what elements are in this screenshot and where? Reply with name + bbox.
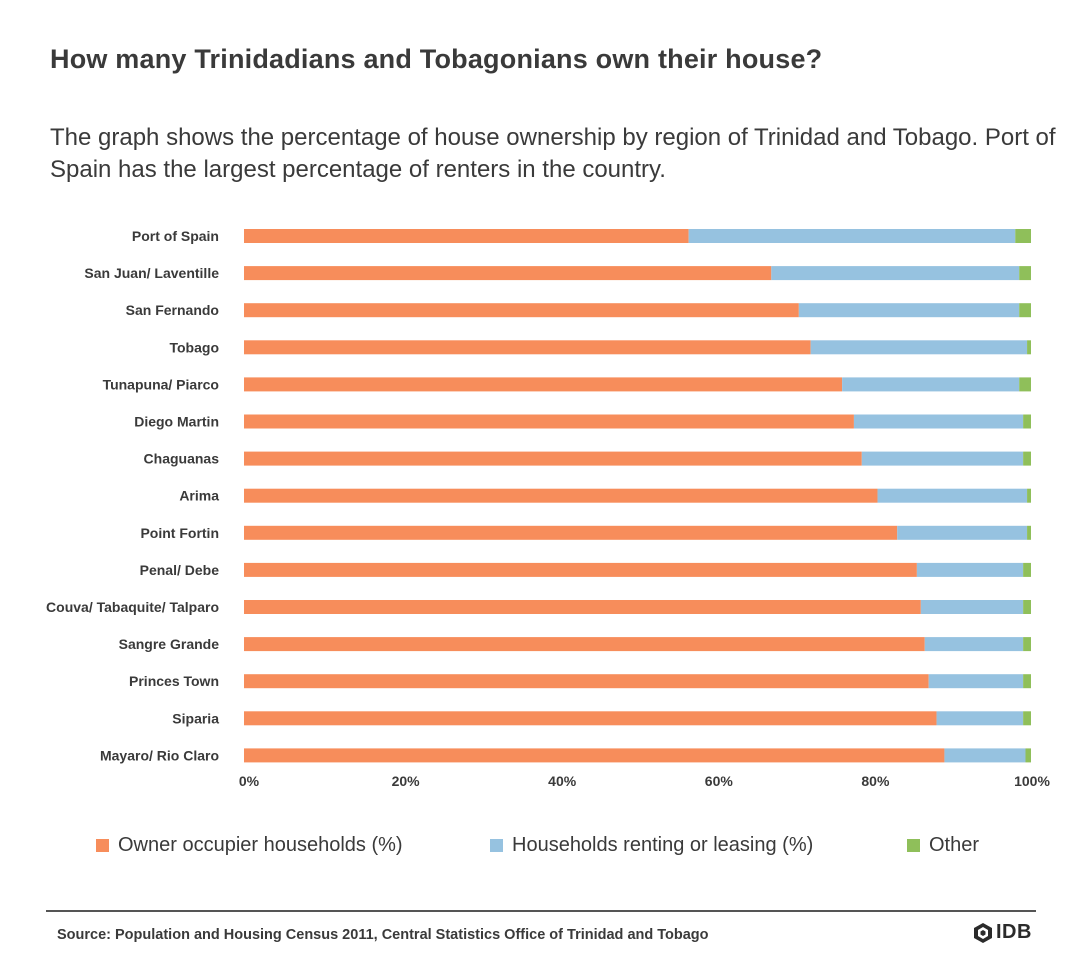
x-tick-label: 20% [392,773,421,789]
bar-owner [244,414,854,429]
bar-other [1023,711,1031,726]
category-label: Couva/ Tabaquite/ Talparo [46,599,219,615]
legend: Owner occupier households (%) Households… [0,834,1080,860]
idb-logo: IDB [973,921,1032,944]
bar-owner [244,674,929,689]
idb-logo-icon [974,922,992,943]
category-label: Port of Spain [132,228,219,244]
x-tick-labels: 0% 20% 40% 60% 80% 100% [239,773,1051,789]
idb-logo-text: IDB [996,921,1032,943]
bar-other [1015,229,1031,243]
bar-renting [810,340,1028,355]
stacked-bar-chart: Port of Spain San Juan/ Laventille San Fer… [46,228,1051,789]
bar-renting [771,266,1020,281]
bar-owner [244,637,925,652]
bar-owner [244,525,898,540]
bar-owner [244,711,937,726]
legend-item-renting: Households renting or leasing (%) [490,834,813,857]
bar-owner [244,340,811,355]
x-tick-label: 80% [861,773,890,789]
bar-renting [916,562,1024,577]
category-label: Siparia [172,710,219,726]
bar-renting [798,303,1020,318]
bar-other [1023,600,1031,614]
bar-renting [877,488,1028,503]
x-tick-label: 100% [1014,773,1050,789]
bar-owner [244,303,799,318]
category-labels: Port of Spain San Juan/ Laventille San Fer… [46,228,219,763]
legend-item-owner: Owner occupier households (%) [96,834,403,857]
bar-renting [842,377,1020,392]
category-label: San Juan/ Laventille [84,265,219,281]
category-label: Princes Town [129,673,219,689]
legend-swatch-other [907,839,920,852]
category-label: Mayaro/ Rio Claro [100,747,219,763]
bar-other [1023,451,1031,466]
category-label: Sangre Grande [119,636,220,652]
bar-owner [244,451,862,466]
legend-swatch-renting [490,839,503,852]
category-label: Tobago [169,339,219,355]
bar-other [1023,414,1031,429]
bar-other [1023,637,1031,652]
bar-owner [244,748,945,763]
legend-label-owner: Owner occupier households (%) [118,834,403,856]
bar-owner [244,377,843,392]
bar-renting [920,600,1024,614]
bar-renting [936,711,1024,726]
bar-renting [924,637,1024,652]
bar-other [1025,748,1031,763]
category-label: Point Fortin [140,525,219,541]
bar-owner [244,488,878,503]
bar-other [1019,266,1031,281]
chart-subtitle: The graph shows the percentage of house … [50,124,1056,183]
legend-label-other: Other [929,834,980,856]
category-label: Arima [179,488,219,504]
footer-divider [46,910,1036,912]
legend-label-renting: Households renting or leasing (%) [512,834,814,856]
bar-other [1027,488,1031,503]
category-label: San Fernando [126,302,219,318]
bar-renting [853,414,1024,429]
bar-other [1023,674,1031,689]
category-label: Chaguanas [144,451,220,467]
category-label: Diego Martin [134,414,219,430]
bar-other [1019,377,1031,392]
bar-owner [244,229,689,243]
bar-other [1019,303,1031,318]
bar-renting [688,229,1016,243]
category-label: Penal/ Debe [140,562,220,578]
bar-other [1023,562,1031,577]
category-label: Tunapuna/ Piarco [103,376,219,392]
legend-item-other: Other [907,834,979,857]
bar-renting [928,674,1024,689]
bar-other [1027,340,1031,355]
bars [244,229,1031,763]
bar-other [1027,525,1031,540]
bar-renting [861,451,1024,466]
legend-swatch-owner [96,839,109,852]
bar-owner [244,600,921,614]
x-tick-label: 40% [548,773,577,789]
x-tick-label: 60% [705,773,734,789]
bar-owner [244,562,917,577]
chart-title: How many Trinidadians and Tobagonians ow… [50,44,823,74]
source-note: Source: Population and Housing Census 20… [57,927,709,943]
bar-owner [244,266,772,281]
x-tick-label: 0% [239,773,260,789]
bar-renting [944,748,1026,763]
bar-renting [897,525,1028,540]
